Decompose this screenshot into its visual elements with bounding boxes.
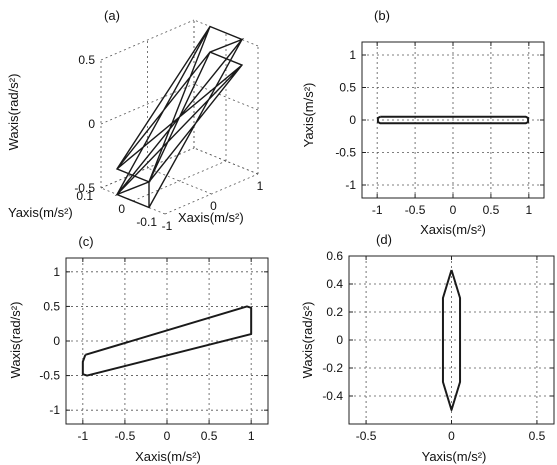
panel-c-ylabel: Waxis(rad/s²) xyxy=(8,302,23,379)
panel-a-title: (a) xyxy=(104,8,120,23)
panel-a-ytick-label: -0.1 xyxy=(136,215,157,229)
panel-a-zlabel: Waxis(rad/s²) xyxy=(6,74,21,151)
panel-c-series-line xyxy=(81,305,253,377)
panel-c-xtick-label: 1 xyxy=(248,429,255,443)
panel-b-grid xyxy=(361,41,545,199)
panel-c-ytick-label: -1 xyxy=(49,403,60,417)
panel-b-ytick-label: -0.5 xyxy=(335,146,356,160)
panel-b-axes-box xyxy=(361,41,545,199)
panel-d-ylabel: Waxis(rad/s²) xyxy=(300,302,315,379)
panel-a-3d-plot: (a) -1 0 1 -0.1 0 0.1-0.5 0 0.5 Waxis(rad/s²) Y… xyxy=(6,8,264,233)
panel-d-xtick-label: 0.5 xyxy=(529,429,546,443)
panel-d-xtick-label: -0.5 xyxy=(356,429,377,443)
panel-c-xtick-label: -0.5 xyxy=(115,429,136,443)
panel-c-ticks: -1 -0.5 0 0.5 1 -1 -0.5 0 0.5 1 xyxy=(39,265,255,443)
panel-d-xlabel: Yaxis(m/s²) xyxy=(422,449,487,464)
panel-d-series-line xyxy=(441,269,462,411)
panel-b-plot: (b) -1 -0.5 0 0.5 1 -1 -0.5 0 0.5 1 Xaxis(m/s²) Y… xyxy=(301,8,545,237)
panel-b-xtick-label: -0.5 xyxy=(405,203,426,217)
panel-a-wall-grid xyxy=(193,147,259,175)
panel-d-axes-box xyxy=(348,255,555,425)
panel-a-floor-grid xyxy=(147,167,212,195)
panel-c-xtick-label: -1 xyxy=(77,429,88,443)
panel-d-title: (d) xyxy=(376,232,392,247)
panel-b-ticks: -1 -0.5 0 0.5 1 -1 -0.5 0 0.5 1 xyxy=(335,48,532,217)
panel-c-ytick-label: -0.5 xyxy=(39,369,60,383)
panel-d-ytick-label: 0.6 xyxy=(326,249,343,263)
panel-b-xtick-label: 0 xyxy=(450,203,457,217)
panel-c-grid xyxy=(65,257,269,425)
panel-a-ztick-label: 0 xyxy=(88,117,95,131)
panel-b-xtick-label: 1 xyxy=(525,203,532,217)
panel-b-data xyxy=(376,115,530,125)
panel-b-ytick-label: -1 xyxy=(345,178,356,192)
panel-a-xtick-label: 1 xyxy=(257,179,264,193)
panel-b-series-line xyxy=(376,115,530,125)
panel-d-data xyxy=(441,269,462,411)
panel-d-ytick-label: 0 xyxy=(336,333,343,347)
panel-d-grid xyxy=(348,255,555,425)
panel-a-xtick-label: 0 xyxy=(210,199,217,213)
panel-a-series-wireframe xyxy=(114,25,245,209)
panel-c-ytick-label: 1 xyxy=(53,265,60,279)
panel-b-xlabel: Xaxis(m/s²) xyxy=(420,222,486,237)
panel-a-xtick-label: -1 xyxy=(162,219,173,233)
panel-b-ytick-label: 0 xyxy=(349,113,356,127)
panel-a-wall-grid xyxy=(100,83,195,125)
panel-c-title: (c) xyxy=(78,234,93,249)
panel-b-title: (b) xyxy=(374,8,390,23)
panel-a-wall-grid xyxy=(193,19,259,47)
panel-c-axes-box xyxy=(65,257,269,425)
panel-a-ztick-label: 0.5 xyxy=(78,53,95,67)
panel-d-ytick-label: -0.4 xyxy=(322,389,343,403)
panel-d-plot: (d) -0.5 0 0.5 -0.4 -0.2 0 0.2 0.4 0.6 Yaxis(m/s… xyxy=(300,232,555,464)
panel-b-ytick-label: 1 xyxy=(349,48,356,62)
panel-c-xtick-label: 0 xyxy=(164,429,171,443)
panel-a-ticks: -1 0 1 -0.1 0 0.1-0.5 0 0.5 xyxy=(74,53,263,233)
panel-d-ticks: -0.5 0 0.5 -0.4 -0.2 0 0.2 0.4 0.6 xyxy=(322,249,545,443)
panel-c-ytick-label: 0 xyxy=(53,334,60,348)
panel-a-data xyxy=(114,25,245,209)
panel-a-wall-grid xyxy=(100,19,195,61)
panel-a-ztick-label: -0.5 xyxy=(74,181,95,195)
panel-d-xtick-label: 0 xyxy=(448,429,455,443)
panel-d-ytick-label: 0.2 xyxy=(326,305,343,319)
panel-b-ylabel: Yaxis(m/s²) xyxy=(301,83,316,148)
panel-b-xtick-label: 0.5 xyxy=(483,203,500,217)
panel-a-wall-grid xyxy=(193,83,259,111)
panel-a-floor-grid xyxy=(100,187,166,215)
panel-c-xlabel: Xaxis(m/s²) xyxy=(135,449,201,464)
panel-c-plot: (c) -1 -0.5 0 0.5 1 -1 -0.5 0 0.5 1 Xaxis(m/s²) W… xyxy=(8,234,269,464)
panel-d-ytick-label: -0.2 xyxy=(322,361,343,375)
panel-a-ytick-label: 0 xyxy=(118,202,125,216)
panel-a-xlabel: Xaxis(m/s²) xyxy=(178,210,244,225)
panel-d-ytick-label: 0.4 xyxy=(326,277,343,291)
panel-c-ytick-label: 0.5 xyxy=(43,299,60,313)
panel-c-xtick-label: 0.5 xyxy=(201,429,218,443)
panel-a-box-grid xyxy=(100,19,259,215)
panel-b-ytick-label: 0.5 xyxy=(339,81,356,95)
panel-a-ylabel: Yaxis(m/s²) xyxy=(8,205,73,220)
panel-c-data xyxy=(81,305,253,377)
panel-b-xtick-label: -1 xyxy=(372,203,383,217)
panel-a-ytick-label: 0.1 xyxy=(76,189,93,203)
